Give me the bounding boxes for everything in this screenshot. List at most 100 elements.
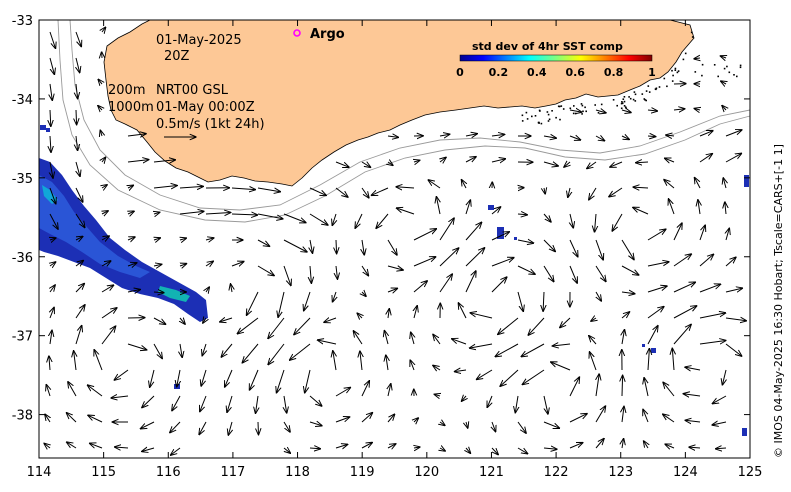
current-arrow — [127, 290, 140, 293]
current-arrow — [633, 187, 649, 188]
current-arrow — [50, 307, 54, 319]
current-arrow — [309, 422, 322, 426]
speckle — [547, 120, 550, 122]
current-arrow — [552, 344, 571, 346]
current-arrow — [305, 369, 311, 393]
current-arrow — [94, 350, 103, 371]
current-arrow — [647, 286, 667, 293]
current-arrow — [647, 307, 664, 319]
current-arrow — [610, 161, 623, 167]
current-arrow — [76, 109, 77, 125]
current-arrow — [200, 395, 207, 412]
current-arrow — [231, 214, 258, 215]
current-arrow — [102, 185, 107, 188]
current-arrow — [665, 444, 675, 448]
current-arrow — [436, 197, 440, 215]
current-arrow — [127, 263, 137, 266]
current-arrow — [127, 237, 135, 240]
current-arrow — [522, 369, 545, 385]
current-arrow — [333, 291, 337, 302]
current-arrow — [75, 305, 85, 319]
current-arrow — [284, 448, 290, 453]
current-arrow — [439, 134, 450, 136]
current-arrow — [543, 136, 556, 138]
current-arrow — [154, 238, 160, 240]
current-arrow — [517, 291, 523, 311]
current-arrow — [180, 343, 182, 357]
speckle — [644, 99, 646, 101]
current-arrow — [355, 213, 363, 228]
x-tick-label: 125 — [738, 465, 763, 480]
current-arrow — [515, 395, 518, 413]
current-arrow — [88, 415, 103, 423]
current-arrow — [283, 213, 306, 223]
current-arrow — [361, 413, 373, 423]
speckle — [616, 104, 618, 107]
speckle — [582, 110, 584, 113]
current-arrow — [75, 283, 84, 293]
current-arrow — [278, 291, 285, 317]
current-arrow — [414, 160, 420, 162]
current-arrow — [258, 421, 259, 435]
current-arrow — [231, 284, 233, 293]
current-arrow — [569, 414, 587, 423]
current-arrow — [465, 134, 477, 136]
speckle — [672, 74, 674, 77]
current-arrow — [257, 188, 280, 192]
current-arrow — [465, 271, 476, 293]
current-arrow — [205, 261, 213, 266]
speckle — [655, 88, 657, 91]
current-arrow — [564, 162, 570, 167]
current-arrow — [560, 317, 571, 328]
current-arrow — [100, 130, 102, 136]
speckle — [739, 66, 742, 69]
speckle — [701, 63, 704, 66]
current-arrow — [699, 284, 721, 293]
current-arrow — [371, 187, 389, 195]
current-arrow — [88, 385, 103, 397]
speckle — [574, 112, 577, 115]
current-arrow — [455, 370, 467, 372]
current-arrow — [50, 83, 52, 100]
current-arrow — [673, 282, 695, 293]
depth-label-200m: 200m — [108, 83, 145, 98]
current-arrow — [50, 330, 52, 345]
current-arrow — [231, 188, 255, 190]
current-arrow — [428, 180, 441, 189]
current-arrow — [128, 185, 133, 188]
y-tick-label: -34 — [12, 93, 33, 108]
current-arrow — [397, 208, 415, 215]
current-arrow — [45, 414, 50, 423]
current-arrow — [154, 212, 160, 214]
current-arrow — [433, 334, 441, 345]
current-arrow — [491, 277, 507, 293]
current-arrow — [50, 109, 51, 126]
current-arrow — [622, 439, 624, 449]
current-arrow — [102, 27, 106, 32]
current-arrow — [227, 395, 233, 412]
current-arrow — [500, 369, 519, 386]
current-arrow — [142, 448, 155, 452]
current-arrow — [411, 332, 414, 345]
speckle — [546, 111, 549, 113]
current-arrow — [723, 178, 726, 189]
current-arrow — [439, 218, 454, 241]
current-arrow — [440, 157, 446, 162]
current-arrow — [673, 254, 691, 267]
current-arrow — [180, 264, 187, 266]
current-arrow — [465, 248, 485, 267]
speckle — [558, 105, 561, 108]
current-arrow — [726, 228, 729, 241]
speckle — [623, 96, 626, 98]
current-arrow — [101, 236, 109, 240]
y-tick-label: -37 — [12, 330, 33, 345]
speckle — [717, 75, 719, 78]
current-arrow — [543, 213, 551, 222]
speckle — [628, 96, 630, 98]
current-arrow — [695, 178, 701, 189]
x-tick-label: 114 — [27, 465, 52, 480]
current-arrow — [309, 187, 326, 195]
current-arrow — [388, 384, 391, 397]
current-arrow — [206, 287, 209, 292]
current-arrow — [621, 312, 630, 319]
